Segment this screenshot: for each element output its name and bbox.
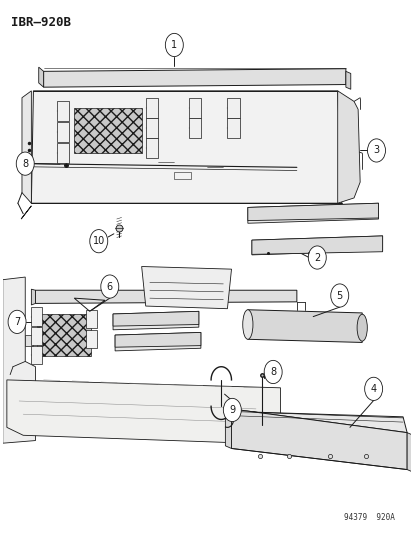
Polygon shape (31, 346, 42, 365)
Text: 8: 8 (22, 159, 28, 168)
Polygon shape (57, 101, 69, 121)
Polygon shape (113, 311, 198, 326)
Ellipse shape (356, 314, 366, 341)
Polygon shape (231, 409, 406, 433)
Polygon shape (247, 203, 377, 221)
Polygon shape (31, 308, 42, 326)
Circle shape (367, 139, 385, 162)
Text: 5: 5 (336, 290, 342, 301)
Polygon shape (25, 335, 33, 345)
Polygon shape (337, 91, 359, 203)
Polygon shape (252, 236, 382, 254)
Polygon shape (22, 91, 31, 203)
Polygon shape (145, 98, 158, 118)
Circle shape (364, 377, 382, 400)
Polygon shape (252, 236, 382, 255)
Polygon shape (36, 290, 296, 303)
Polygon shape (406, 433, 412, 472)
Polygon shape (43, 69, 345, 87)
Polygon shape (115, 333, 200, 347)
Polygon shape (247, 310, 361, 342)
Polygon shape (227, 118, 239, 139)
Text: 6: 6 (107, 281, 113, 292)
Polygon shape (188, 98, 200, 118)
Polygon shape (227, 98, 239, 118)
Polygon shape (85, 329, 97, 348)
Circle shape (223, 398, 241, 422)
Circle shape (16, 152, 34, 175)
Polygon shape (345, 71, 350, 90)
Circle shape (165, 34, 183, 56)
Text: 8: 8 (269, 367, 275, 377)
Polygon shape (39, 67, 43, 87)
Polygon shape (3, 277, 36, 443)
Text: 3: 3 (373, 146, 379, 156)
Polygon shape (145, 118, 158, 139)
Circle shape (8, 310, 26, 334)
Polygon shape (188, 118, 200, 139)
Text: 7: 7 (14, 317, 20, 327)
Polygon shape (38, 314, 90, 356)
Polygon shape (74, 108, 141, 153)
Text: IBR–920B: IBR–920B (11, 16, 71, 29)
Ellipse shape (242, 310, 252, 340)
Text: 94379  920A: 94379 920A (343, 513, 394, 522)
Polygon shape (141, 266, 231, 309)
Polygon shape (85, 310, 97, 328)
Circle shape (263, 360, 282, 384)
Circle shape (308, 246, 325, 269)
Text: 9: 9 (229, 405, 235, 415)
Polygon shape (231, 409, 406, 470)
Polygon shape (31, 91, 341, 203)
Polygon shape (145, 139, 158, 158)
Polygon shape (57, 122, 69, 142)
Text: 2: 2 (313, 253, 320, 263)
Polygon shape (115, 333, 200, 351)
Text: 4: 4 (370, 384, 376, 394)
Polygon shape (113, 311, 198, 330)
Text: 10: 10 (93, 236, 104, 246)
Circle shape (100, 275, 119, 298)
Polygon shape (7, 380, 280, 443)
Polygon shape (247, 203, 377, 223)
Text: 1: 1 (171, 40, 177, 50)
Polygon shape (225, 406, 231, 448)
Circle shape (330, 284, 348, 307)
Polygon shape (31, 289, 36, 305)
Polygon shape (57, 142, 69, 163)
Circle shape (90, 230, 107, 253)
Polygon shape (31, 327, 42, 345)
Polygon shape (21, 206, 31, 219)
